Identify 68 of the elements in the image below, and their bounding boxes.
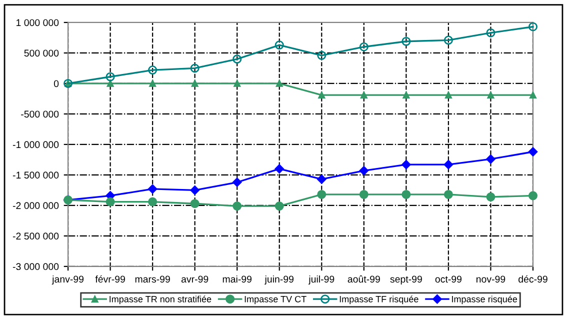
x-tick-label: mars-99 — [135, 276, 170, 283]
point — [402, 160, 411, 170]
point — [486, 28, 496, 38]
point — [317, 174, 326, 184]
x-tick-label: août-99 — [348, 275, 380, 283]
point — [444, 36, 453, 45]
point — [232, 178, 242, 187]
x-tick-label: juin-99 — [264, 275, 294, 285]
point — [444, 92, 452, 99]
point — [528, 191, 538, 200]
point — [106, 80, 114, 87]
x-tick-label: mai-99 — [222, 275, 252, 283]
point — [190, 186, 200, 195]
y-tick-label: -1 500 000 — [12, 172, 59, 179]
legend-label: Impasse TV CT — [244, 296, 306, 304]
point — [274, 202, 284, 211]
point — [359, 42, 368, 52]
x-tick-label: avr-99 — [181, 276, 208, 283]
point — [486, 192, 496, 202]
point — [276, 80, 283, 87]
y-tick-label: -500 000 — [21, 110, 59, 118]
point — [359, 190, 368, 199]
point — [528, 147, 538, 156]
point — [234, 80, 241, 87]
legend-label: Impasse TR non stratifiée — [110, 296, 212, 304]
point — [106, 197, 115, 206]
point — [360, 92, 368, 99]
legend-label: Impasse risquée — [452, 296, 518, 304]
point — [318, 92, 326, 99]
legend-label: Impasse TF risquée — [340, 296, 418, 304]
x-tick-label: nov-99 — [476, 276, 506, 283]
y-tick-label: -3 000 000 — [12, 263, 59, 270]
point — [190, 64, 200, 73]
y-tick-label: 0 — [54, 80, 59, 88]
point — [190, 199, 200, 208]
point — [486, 154, 496, 164]
point — [402, 190, 411, 199]
point — [487, 92, 494, 99]
x-tick-label: juil-99 — [308, 275, 334, 285]
point — [274, 40, 284, 50]
point — [232, 54, 242, 64]
point — [149, 80, 156, 87]
point — [402, 92, 410, 99]
x-tick-label: oct-99 — [435, 276, 462, 283]
y-tick-label: -1 000 000 — [12, 141, 59, 148]
y-tick-label: -2 500 000 — [12, 232, 59, 240]
point — [444, 160, 454, 170]
point — [444, 190, 453, 199]
point — [106, 72, 115, 82]
point — [317, 190, 326, 199]
point — [148, 197, 158, 206]
point — [530, 92, 536, 99]
x-tick-label: déc-99 — [518, 275, 548, 283]
x-tick-label: févr-99 — [95, 275, 125, 283]
point — [148, 66, 158, 75]
y-tick-label: 500 000 — [24, 50, 59, 57]
y-tick-label: 1 000 000 — [16, 19, 59, 26]
point — [191, 80, 198, 87]
y-tick-label: -2 000 000 — [12, 202, 59, 210]
x-tick-label: sept-99 — [390, 276, 422, 285]
point — [232, 202, 242, 211]
point — [402, 36, 411, 46]
point — [148, 184, 158, 194]
point — [274, 164, 284, 174]
point — [359, 166, 369, 176]
x-tick-label: janv-99 — [52, 275, 84, 285]
point — [317, 50, 326, 60]
point — [528, 22, 538, 32]
